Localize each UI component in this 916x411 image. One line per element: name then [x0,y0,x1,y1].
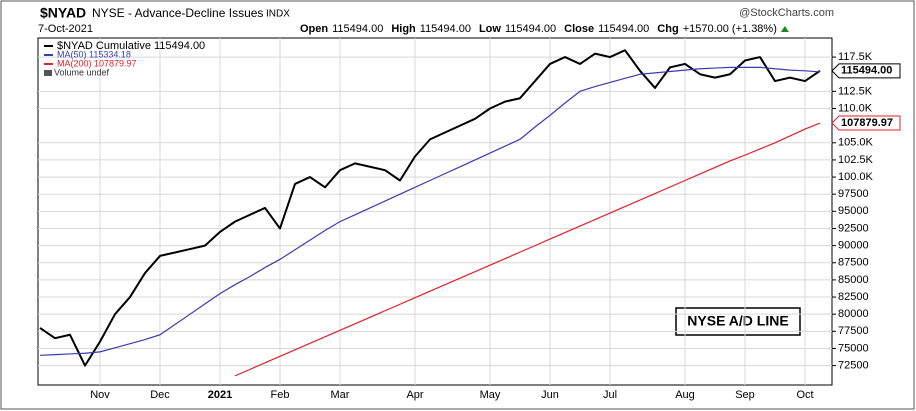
y-tick-label: 95000 [838,205,869,217]
date: 7-Oct-2021 [38,23,93,35]
y-tick-label: 97500 [838,188,869,200]
exchange: INDX [266,9,290,20]
quote-value: 115494.00 [332,23,383,35]
legend-label: Volume undef [54,67,110,77]
y-tick-label: 92500 [838,222,869,234]
y-tick-label: 72500 [838,360,869,372]
quote-label: Close [564,23,594,35]
last-value-box [831,63,901,79]
y-tick-label: 105.0K [838,137,874,149]
y-tick-label: 112.5K [838,85,873,97]
y-tick-label: 87500 [838,257,869,269]
y-tick-label: 77500 [838,325,869,337]
series-line [39,49,821,367]
y-tick-label: 117.5K [838,51,873,63]
x-tick-label: Apr [406,389,423,401]
last-value-box [831,115,901,131]
annotation-box [675,307,801,336]
x-tick-label: May [480,389,501,401]
y-tick-label: 85000 [838,274,869,286]
y-tick-label: 90000 [838,240,869,252]
x-tick-label: 2021 [208,389,232,401]
series-line [39,66,821,356]
x-tick-label: Mar [331,389,350,401]
quote-label: Low [479,23,501,35]
x-tick-label: Feb [271,389,290,401]
y-tick-label: 102.5K [838,154,874,166]
chart-title: NYSE - Advance-Decline Issues [92,6,263,20]
credit: @StockCharts.com [739,7,834,19]
x-tick-label: Aug [675,389,695,401]
quote-value: 115494.00 [420,23,471,35]
quote: Open 115494.00 High 115494.00 Low 115494.00 Cl… [300,23,789,35]
x-tick-label: Jul [603,389,617,401]
y-tick-label: 100.0K [838,171,874,183]
legend-label: $NYAD Cumulative 115494.00 [57,40,205,52]
last-value-label: 115494.00 [841,65,892,77]
up-arrow [780,26,789,32]
symbol: $NYAD [40,5,86,21]
legend-label: MA(50) 115334.18 [57,49,131,59]
quote-label: Chg [657,23,678,35]
quote-value: +1570.00 (+1.38%) [683,23,777,35]
x-tick-label: Dec [150,389,170,401]
x-tick-label: Nov [90,389,110,401]
y-tick-label: 82500 [838,291,869,303]
x-tick-label: Sep [735,389,755,401]
y-tick-label: 80000 [838,308,869,320]
y-tick-label: 110.0K [838,102,873,114]
quote-label: High [391,23,416,35]
legend-label: MA(200) 107879.97 [57,58,137,68]
last-value-label: 107879.97 [841,117,893,129]
series-line [234,122,821,377]
x-tick-label: Jun [541,389,559,401]
legend-swatch [44,70,52,76]
quote-value: 115494.00 [598,23,649,35]
quote-value: 115494.00 [505,23,556,35]
y-tick-label: 75000 [838,342,869,354]
quote-label: Open [300,23,328,35]
annotation: NYSE A/D LINE [687,313,788,329]
x-tick-label: Oct [796,389,813,401]
